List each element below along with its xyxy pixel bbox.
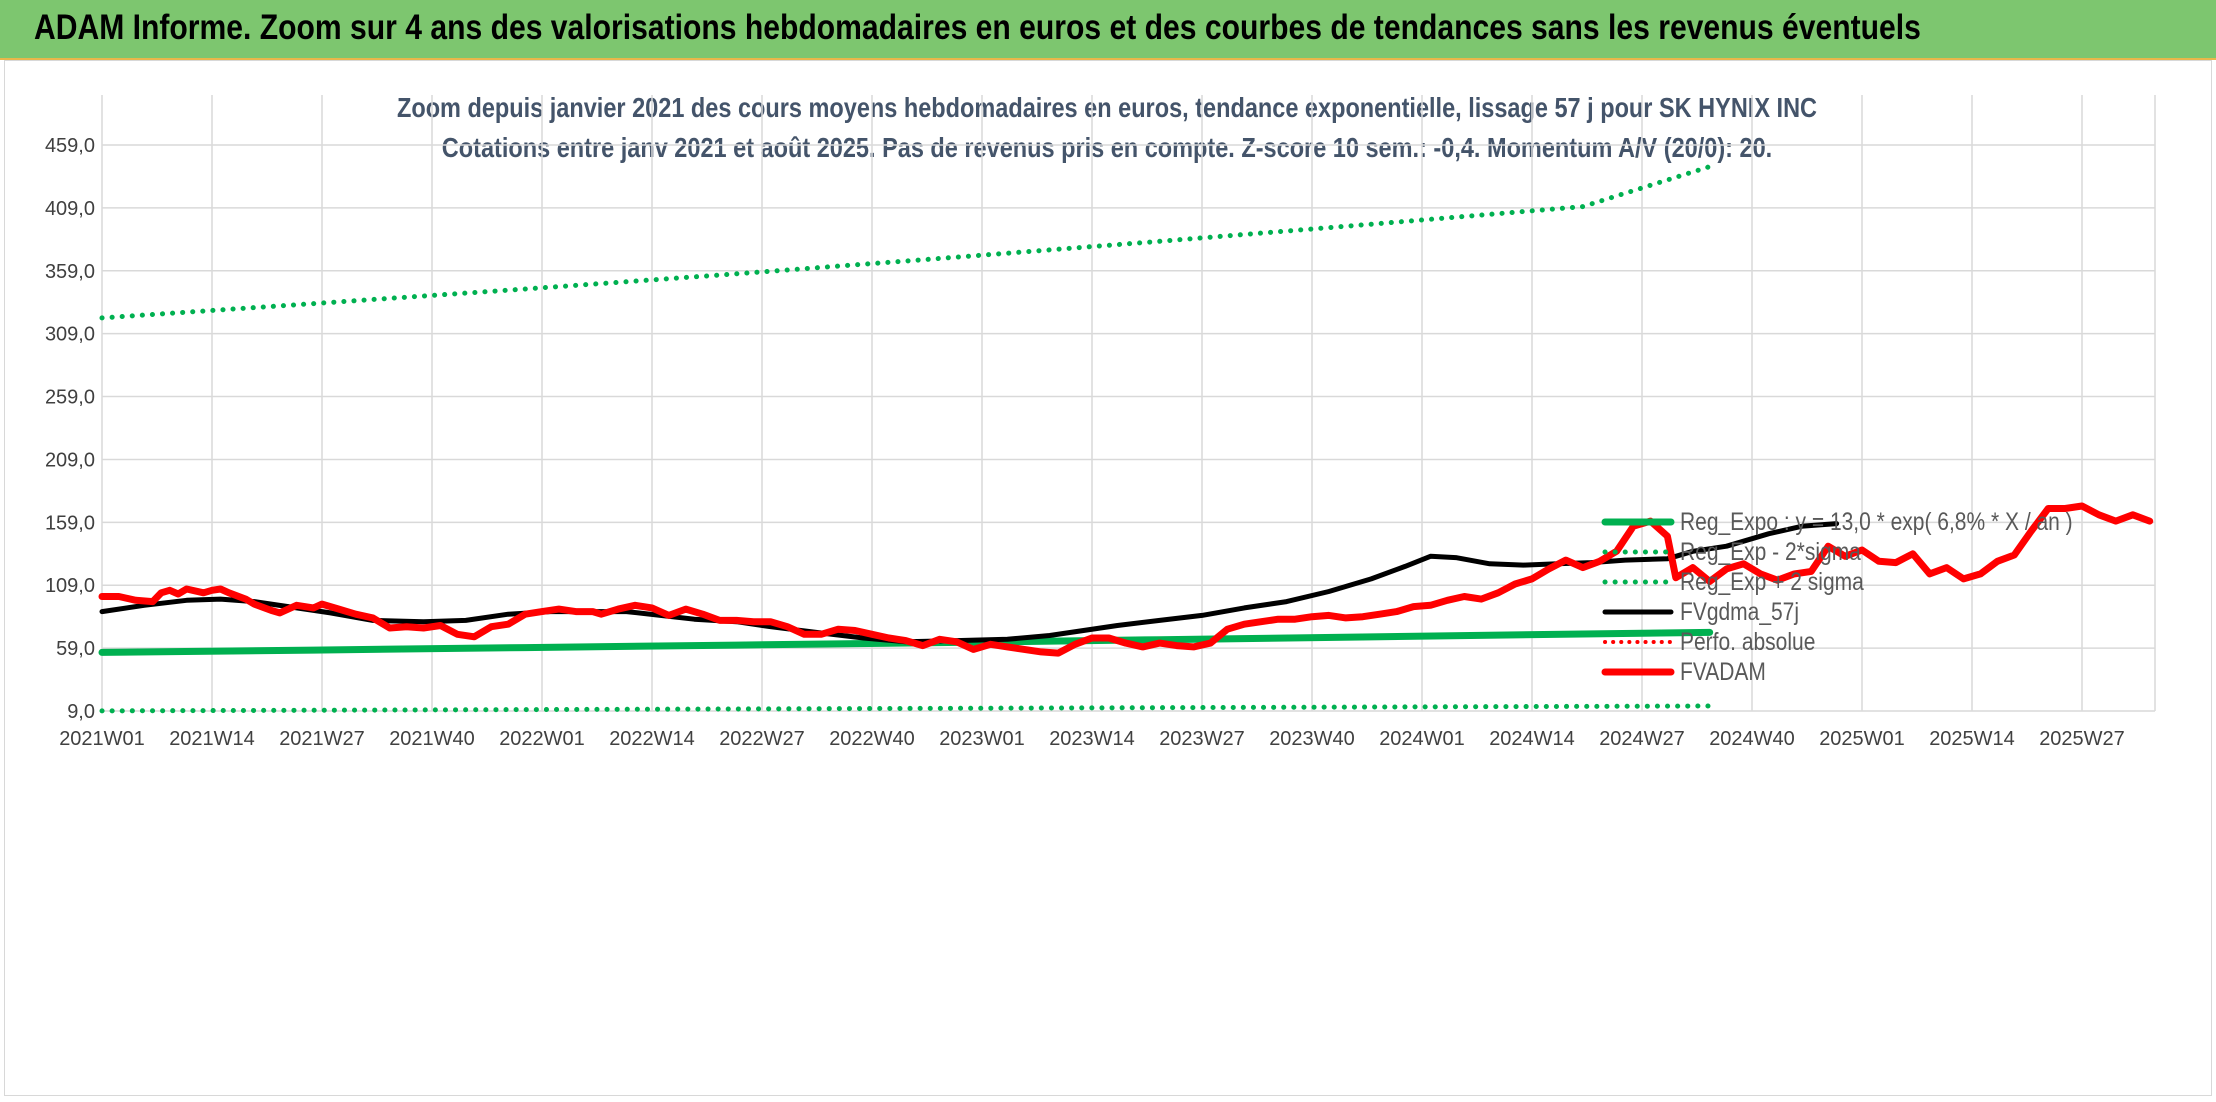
x-tick-label: 2022W01: [499, 728, 585, 750]
series-line-reg-exp-2-sigma: [99, 164, 1713, 321]
legend-label: Reg_Expo : y = 13,0 * exp( 6,8% * X / an…: [1680, 507, 2073, 535]
gridlines: [101, 95, 2156, 712]
x-tick-label: 2022W27: [719, 728, 805, 750]
series-line-fvadam: [98, 502, 2154, 657]
chart-title-line-2: Cotations entre janv 2021 et août 2025. …: [442, 133, 1772, 163]
y-tick-label: 209,0: [45, 449, 95, 471]
x-tick-label: 2025W27: [2039, 728, 2125, 750]
chart-frame: Zoom depuis janvier 2021 des cours moyen…: [4, 60, 2212, 1096]
y-tick-label: 309,0: [45, 324, 95, 346]
y-tick-label: 109,0: [45, 575, 95, 597]
x-tick-label: 2024W14: [1489, 728, 1575, 750]
x-tick-label: 2021W27: [279, 728, 365, 750]
x-tick-label: 2021W14: [169, 728, 255, 750]
x-tick-label: 2022W14: [609, 728, 695, 750]
series-line-reg-exp-2-sigma: [99, 703, 1713, 714]
axis-labels: 9,0 59,0 109,0 159,0 209,0 259,0 309,0 359,0 409…: [45, 135, 2125, 750]
x-tick-label: 2021W40: [389, 728, 475, 750]
x-tick-label: 2023W14: [1049, 728, 1135, 750]
x-tick-label: 2024W40: [1709, 728, 1795, 750]
series-lines: [98, 164, 2154, 714]
x-tick-label: 2024W01: [1379, 728, 1465, 750]
legend-label: Perfo. absolue: [1680, 627, 1815, 655]
x-tick-label: 2024W27: [1599, 728, 1685, 750]
chart: Zoom depuis janvier 2021 des cours moyen…: [45, 93, 2156, 750]
y-tick-label: 59,0: [56, 638, 95, 660]
x-tick-label: 2025W14: [1929, 728, 2015, 750]
chart-title-line-1: Zoom depuis janvier 2021 des cours moyen…: [397, 93, 1817, 123]
x-tick-label: 2022W40: [829, 728, 915, 750]
x-tick-label: 2021W01: [59, 728, 145, 750]
series-line-fvgdma-57j: [99, 521, 1840, 645]
report-banner: ADAM Informe. Zoom sur 4 ans des valoris…: [0, 0, 2216, 60]
x-tick-label: 2025W01: [1819, 728, 1905, 750]
y-tick-label: 259,0: [45, 387, 95, 409]
legend-label: FVgdma_57j: [1680, 597, 1799, 625]
legend-label: FVADAM: [1680, 657, 1766, 685]
legend: Reg_Expo : y = 13,0 * exp( 6,8% * X / an…: [1601, 507, 2073, 685]
x-tick-label: 2023W01: [939, 728, 1025, 750]
legend-label: Reg_Exp - 2*sigma: [1680, 537, 1861, 565]
x-tick-label: 2023W40: [1269, 728, 1355, 750]
y-tick-label: 359,0: [45, 261, 95, 283]
y-tick-label: 409,0: [45, 198, 95, 220]
y-tick-label: 459,0: [45, 135, 95, 157]
y-tick-label: 9,0: [67, 701, 95, 723]
legend-label: Reg_Exp + 2 sigma: [1680, 567, 1864, 595]
y-tick-label: 159,0: [45, 512, 95, 534]
x-tick-label: 2023W27: [1159, 728, 1245, 750]
banner-title: ADAM Informe. Zoom sur 4 ans des valoris…: [34, 8, 1921, 47]
